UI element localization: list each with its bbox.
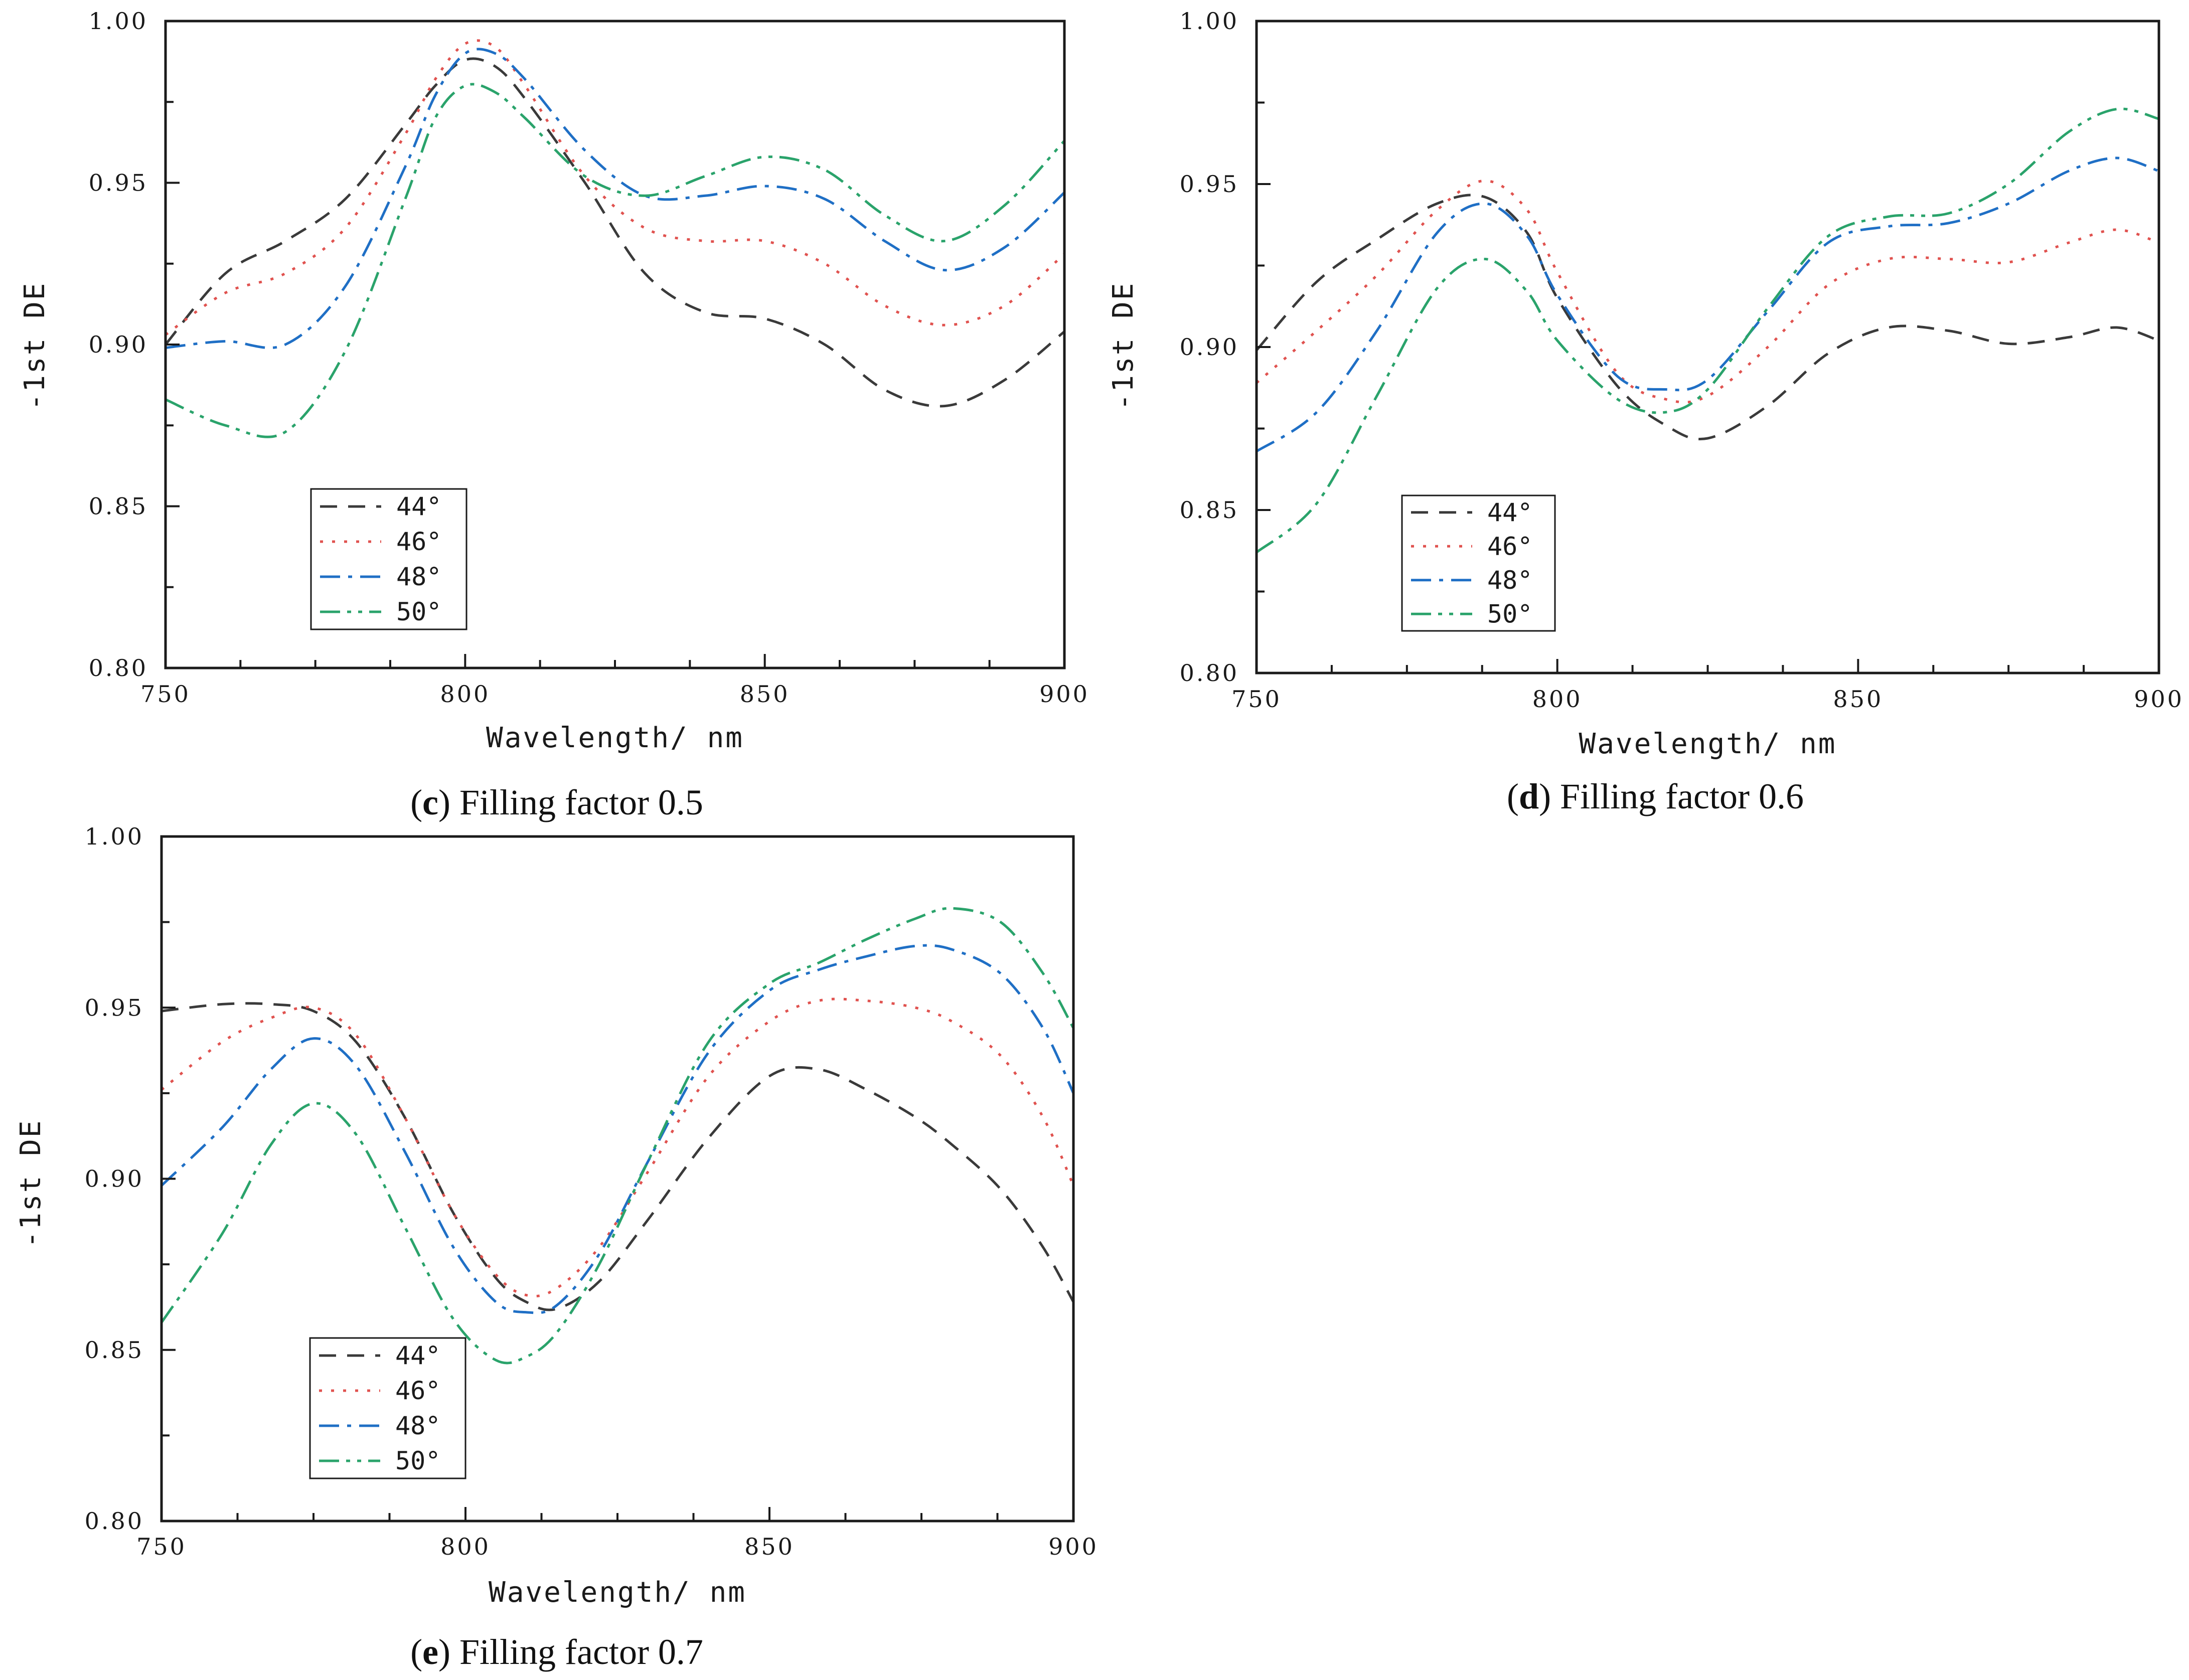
legend-label-d: 50° xyxy=(1487,599,1532,628)
chart-panel-d: 750 800 850 900 0.80 0.85 0.90 0.95 1.00 Waveleng… xyxy=(1107,8,2184,760)
legend-c: 44° 46° 48° 50° xyxy=(310,488,467,630)
y-axis-title-e: -1st DE xyxy=(15,1119,47,1248)
plot-frame-e xyxy=(160,835,1075,1523)
caption-c: (c) Filling factor 0.5 xyxy=(410,782,703,822)
y-tick-label-e: 0.90 xyxy=(85,1165,144,1193)
y-tick-label-d: 0.95 xyxy=(1180,171,1239,198)
y-tick-label-e: 1.00 xyxy=(85,823,144,850)
legend-e: 44° 46° 48° 50° xyxy=(309,1337,466,1479)
y-tick-label-c: 0.95 xyxy=(89,170,148,197)
x-tick-label-c: 750 xyxy=(140,681,191,708)
y-tick-label-c: 0.90 xyxy=(89,331,148,358)
x-tick-label-d: 850 xyxy=(1833,686,1883,713)
series-line-e-44deg xyxy=(162,1002,1073,1311)
legend-label-e: 48° xyxy=(395,1411,440,1440)
series-line-c-48deg xyxy=(166,48,1064,350)
legend-label-c: 48° xyxy=(396,562,441,591)
caption-d: (d) Filling factor 0.6 xyxy=(1507,776,1804,816)
y-tick-label-c: 0.85 xyxy=(89,493,148,520)
series-line-e-48deg xyxy=(162,944,1073,1314)
series-line-d-44deg xyxy=(1257,194,2159,440)
plot-frame-d xyxy=(1255,20,2160,675)
y-tick-label-d: 0.80 xyxy=(1180,659,1239,687)
y-tick-label-e: 0.95 xyxy=(85,994,144,1021)
legend-label-e: 50° xyxy=(395,1446,440,1475)
series-line-c-50deg xyxy=(166,83,1064,438)
series-line-c-44deg xyxy=(166,57,1064,408)
series-line-d-50deg xyxy=(1257,107,2159,554)
y-tick-label-d: 0.90 xyxy=(1180,333,1239,361)
y-tick-label-d: 0.85 xyxy=(1180,496,1239,524)
legend-label-c: 46° xyxy=(396,527,441,556)
legend-label-d: 48° xyxy=(1487,566,1532,595)
legend-box-c xyxy=(310,488,467,630)
legend-label-c: 50° xyxy=(396,597,441,626)
y-tick-label-c: 1.00 xyxy=(89,8,148,35)
x-tick-label-d: 750 xyxy=(1231,686,1282,713)
legend-d: 44° 46° 48° 50° xyxy=(1401,494,1556,632)
x-tick-label-e: 800 xyxy=(440,1533,491,1560)
series-line-e-46deg xyxy=(162,997,1073,1298)
y-tick-label-c: 0.80 xyxy=(89,654,148,682)
chart-panel-e: 750 800 850 900 0.80 0.85 0.90 0.95 1.00 Waveleng… xyxy=(15,823,1099,1609)
y-tick-label-e: 0.85 xyxy=(85,1336,144,1364)
y-axis-title-c: -1st DE xyxy=(19,281,51,410)
x-tick-label-e: 750 xyxy=(136,1533,187,1560)
x-tick-label-e: 900 xyxy=(1048,1533,1099,1560)
legend-label-d: 46° xyxy=(1487,532,1532,561)
legend-box-d xyxy=(1401,494,1556,632)
x-tick-label-c: 800 xyxy=(440,681,490,708)
legend-box-e xyxy=(309,1337,466,1479)
legend-label-e: 46° xyxy=(395,1376,440,1405)
x-tick-label-e: 850 xyxy=(744,1533,795,1560)
legend-label-c: 44° xyxy=(396,492,441,521)
y-tick-label-e: 0.80 xyxy=(85,1507,144,1535)
series-line-e-50deg xyxy=(162,907,1073,1365)
y-tick-label-d: 1.00 xyxy=(1180,8,1239,35)
series-line-d-48deg xyxy=(1257,156,2159,453)
series-line-c-46deg xyxy=(166,39,1064,336)
x-tick-label-c: 850 xyxy=(740,681,790,708)
x-tick-label-c: 900 xyxy=(1039,681,1089,708)
chart-panel-c: 750 800 850 900 0.80 0.85 0.90 0.95 1.00 Waveleng… xyxy=(19,8,1089,754)
x-tick-label-d: 900 xyxy=(2134,686,2184,713)
x-axis-title-c: Wavelength/ nm xyxy=(486,722,744,754)
x-axis-title-e: Wavelength/ nm xyxy=(489,1576,746,1609)
x-tick-label-d: 800 xyxy=(1532,686,1583,713)
y-axis-title-d: -1st DE xyxy=(1107,281,1140,410)
legend-label-e: 44° xyxy=(395,1341,440,1370)
plot-frame-c xyxy=(164,20,1066,669)
legend-label-d: 44° xyxy=(1487,498,1532,527)
x-axis-title-d: Wavelength/ nm xyxy=(1579,728,1836,760)
caption-e: (e) Filling factor 0.7 xyxy=(410,1632,703,1672)
series-line-d-46deg xyxy=(1257,179,2159,404)
